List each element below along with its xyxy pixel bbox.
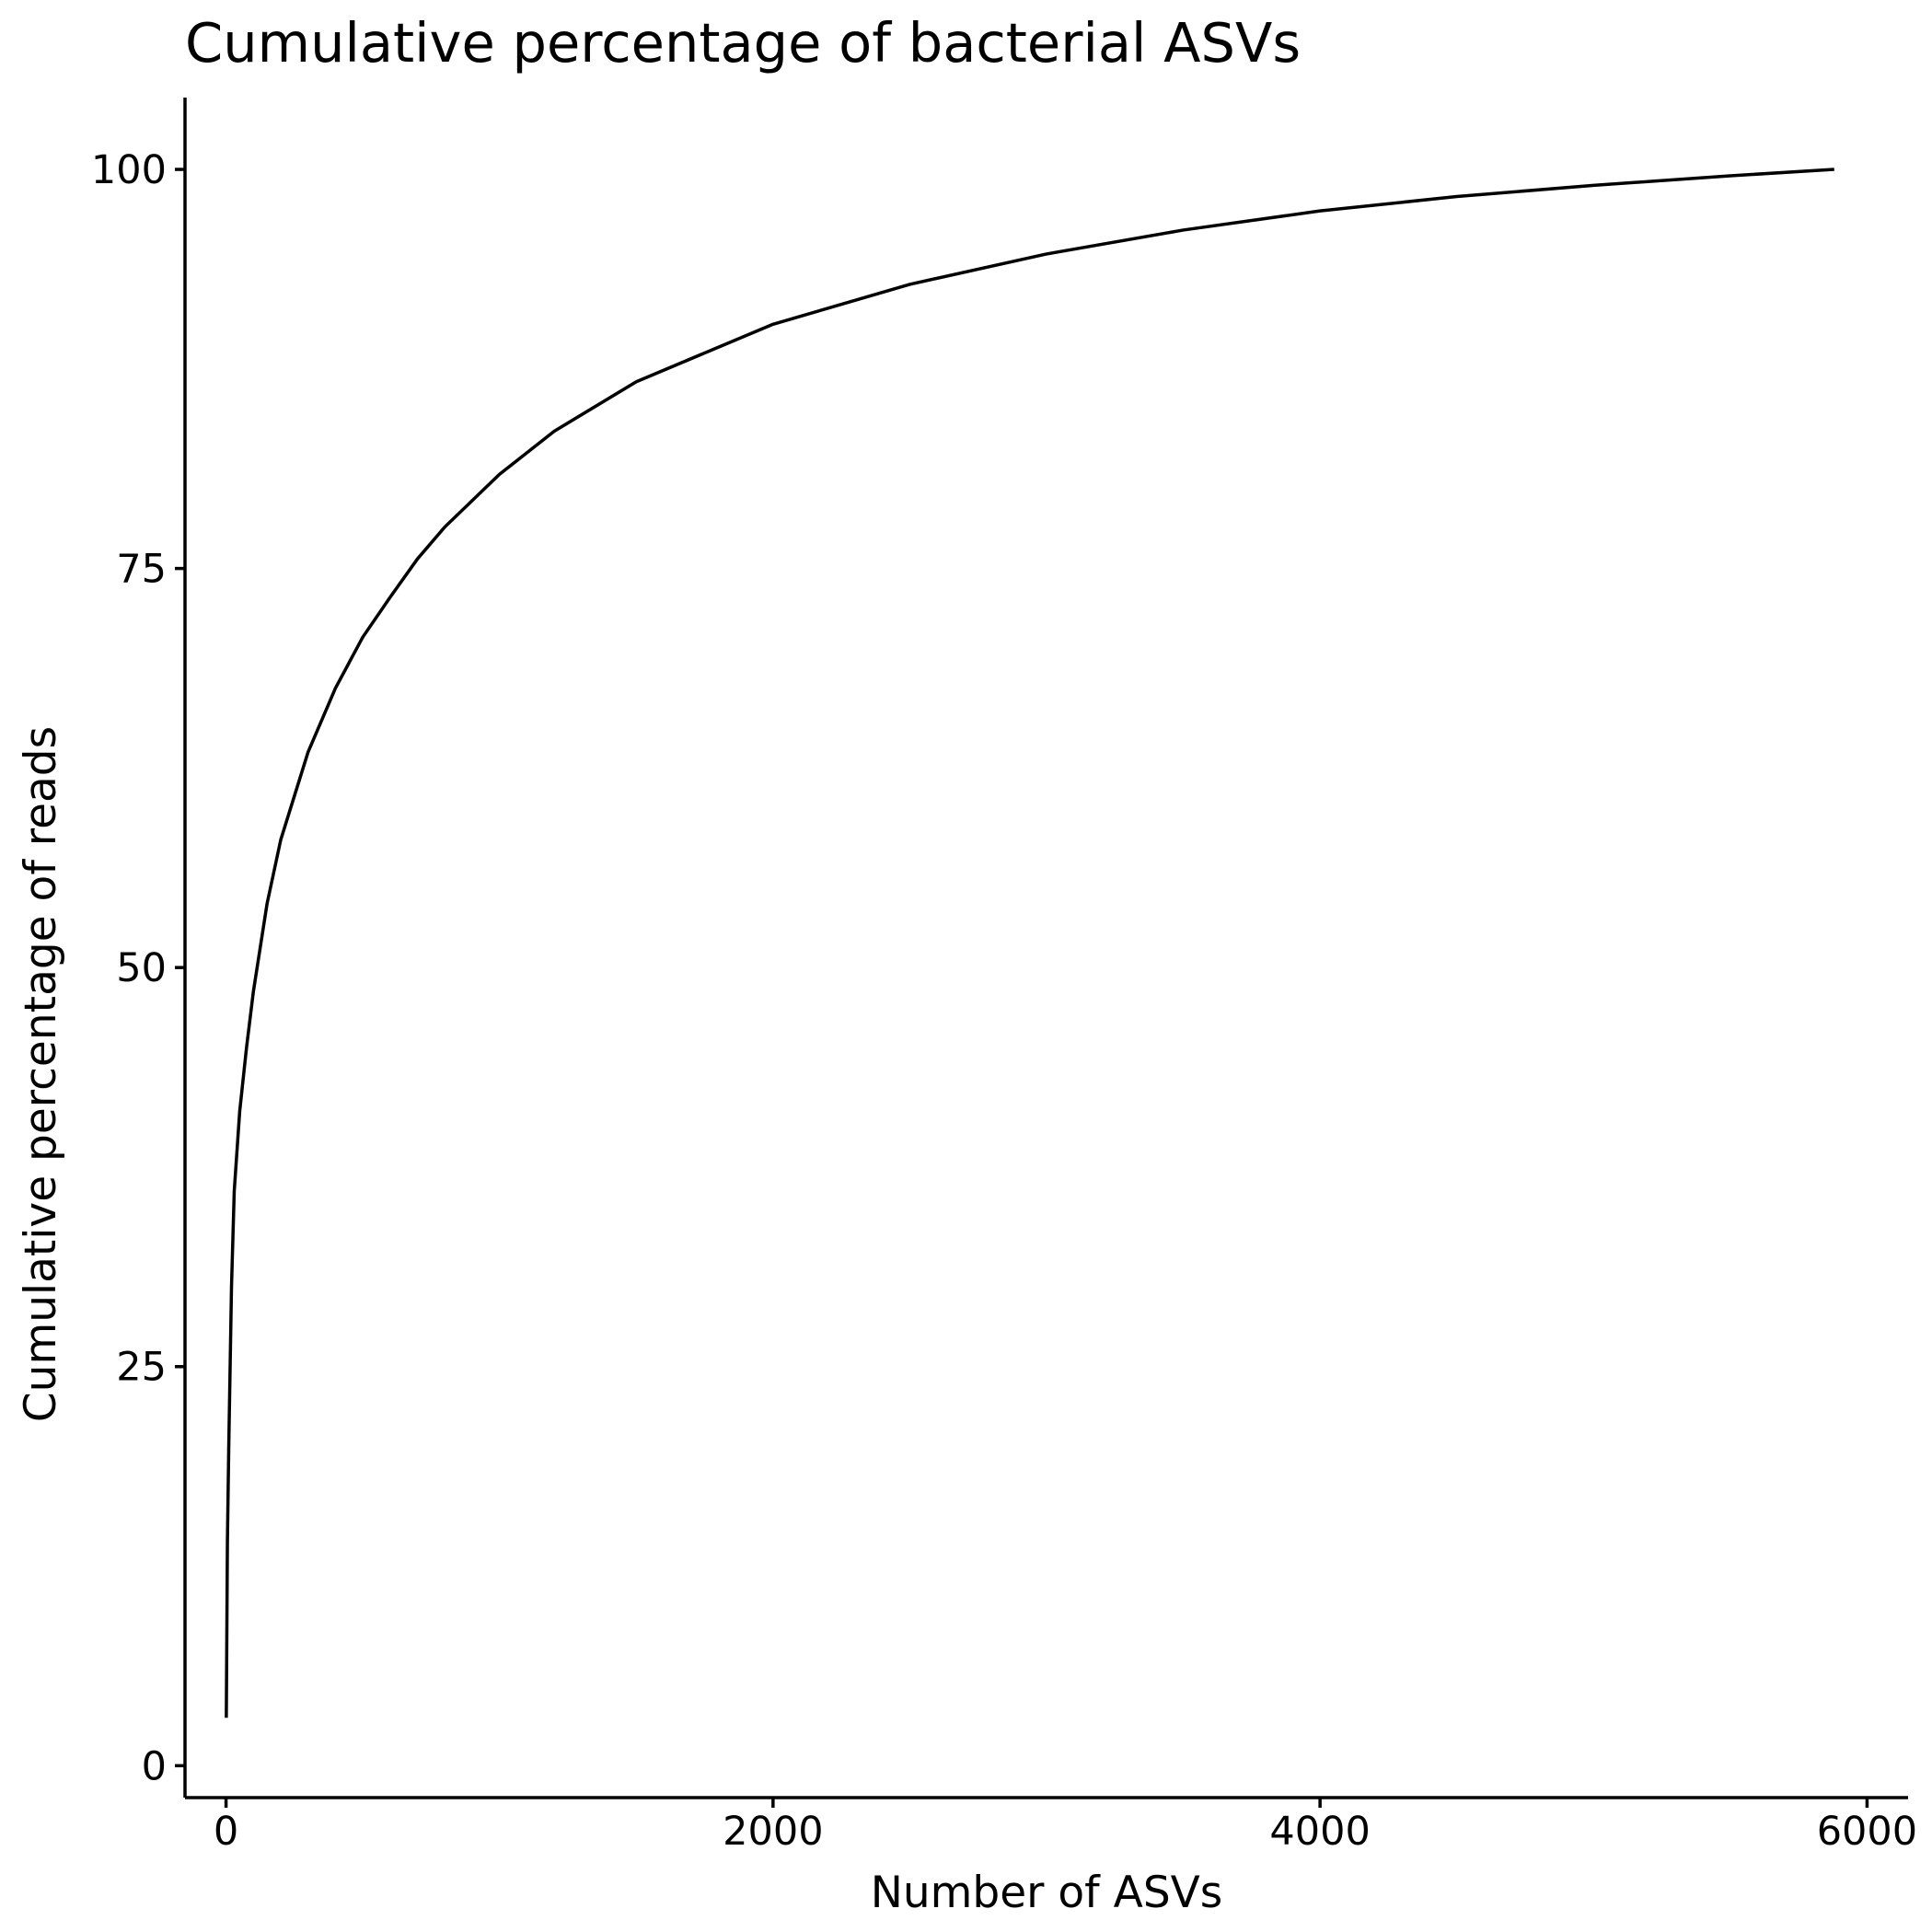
x-tick-label: 4000 [1269, 1809, 1370, 1855]
plot-area [225, 168, 1834, 1718]
chart-title: Cumulative percentage of bacterial ASVs [185, 11, 1301, 75]
y-axis: 0 25 50 75 100 [91, 98, 187, 1798]
x-axis: 0 2000 4000 6000 [185, 1796, 1917, 1855]
x-tick-label: 6000 [1817, 1809, 1917, 1855]
y-tick-label: 25 [116, 1345, 167, 1391]
y-tick-label: 50 [116, 945, 167, 991]
y-tick-label: 100 [91, 147, 167, 193]
y-tick-label: 75 [116, 547, 167, 593]
x-tick-label: 2000 [723, 1809, 823, 1855]
y-tick-label: 0 [142, 1743, 167, 1789]
series-line [225, 168, 1834, 1718]
x-axis-title: Number of ASVs [871, 1868, 1223, 1918]
x-tick-label: 0 [214, 1809, 238, 1855]
y-axis-title: Cumulative percentage of reads [16, 726, 66, 1422]
